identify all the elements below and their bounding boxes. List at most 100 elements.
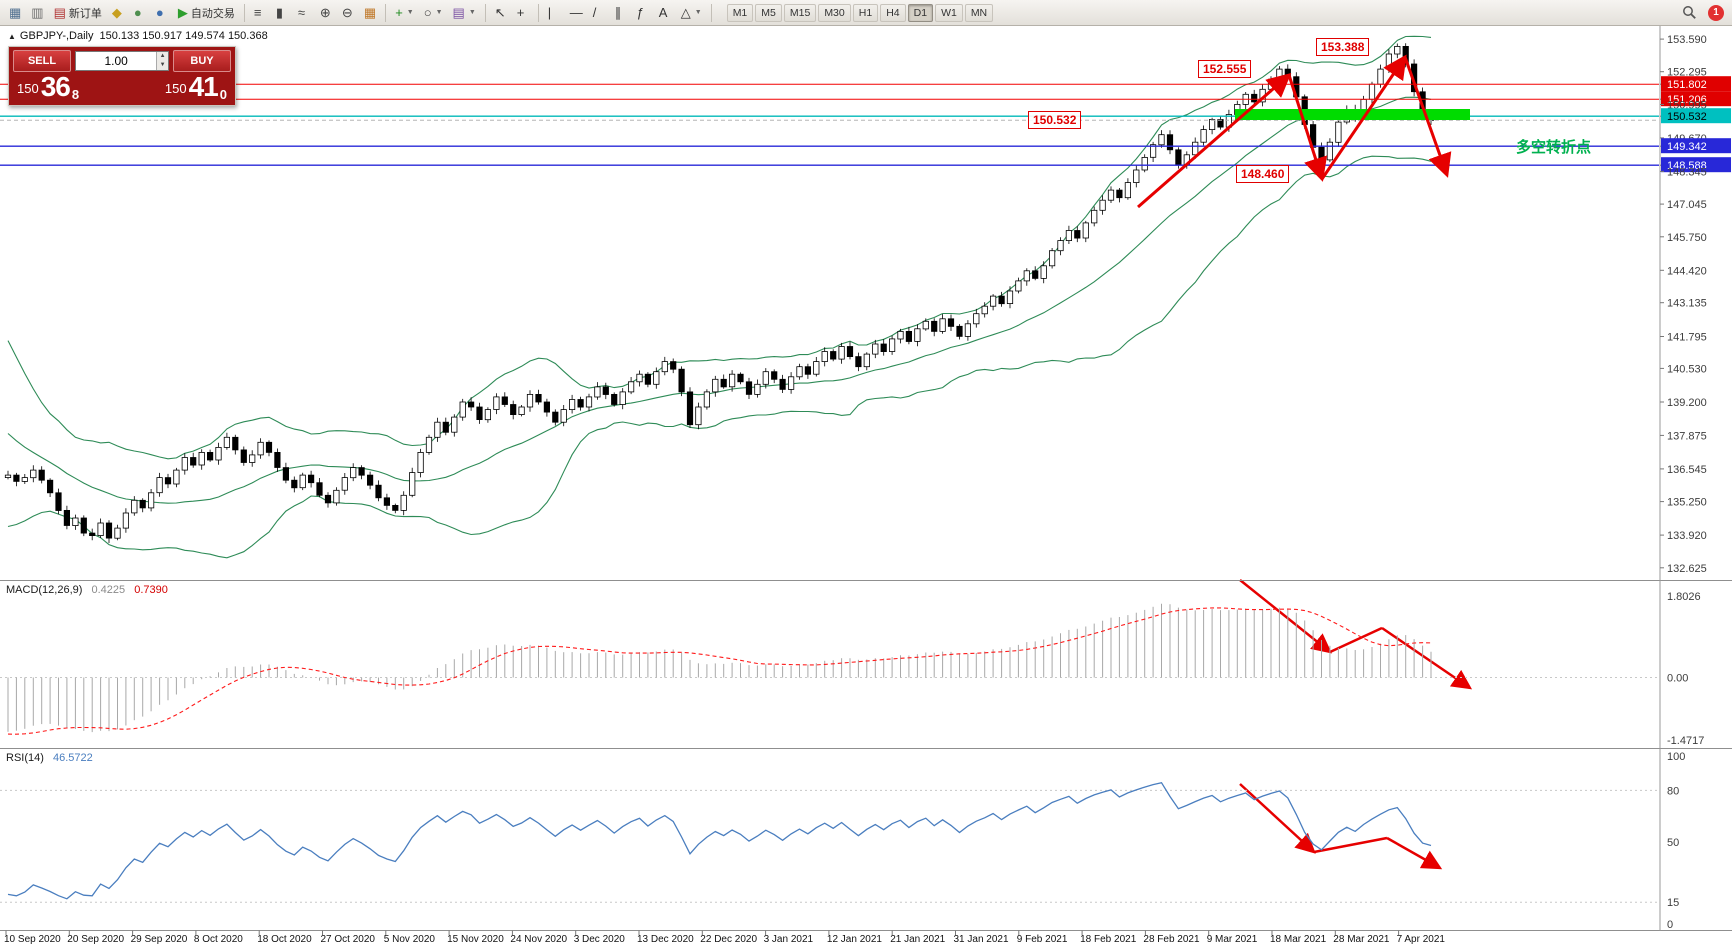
crosshair-button[interactable]: + <box>513 3 533 23</box>
date-axis-label: 3 Jan 2021 <box>763 934 814 945</box>
periods-dropdown-icon: ▼ <box>435 9 443 16</box>
bar-chart-icon: ≡ <box>253 5 262 20</box>
analyst-note-text[interactable]: 多空转折点 <box>1516 139 1592 156</box>
buy-button[interactable]: BUY <box>173 50 231 72</box>
date-axis-label: 13 Dec 2020 <box>637 934 694 945</box>
ask-pipette: 0 <box>219 87 227 102</box>
autotrading-label: 自动交易 <box>190 7 235 20</box>
sell-button[interactable]: SELL <box>13 50 71 72</box>
new-order-button[interactable]: ▤ 新订单 <box>50 3 106 23</box>
timeframe-m1[interactable]: M1 <box>726 3 754 22</box>
rsi-axis-label: 100 <box>1667 751 1685 763</box>
horizontal-level-lines[interactable] <box>0 83 1659 166</box>
rsi-panel <box>0 781 1659 903</box>
line-chart-button[interactable]: ≈ <box>294 3 314 23</box>
price-badge-label: 151.206 <box>1667 94 1707 106</box>
timeframe-h1[interactable]: H1 <box>852 3 879 22</box>
candlestick-chart-button[interactable]: ▮ <box>272 3 292 23</box>
price-annotation-flag[interactable]: 148.460 <box>1236 165 1290 183</box>
date-axis-label: 7 Apr 2021 <box>1396 934 1445 945</box>
rsi-axis-label: 0 <box>1667 919 1673 931</box>
macd-signal-line <box>7 607 1432 735</box>
date-axis-label: 15 Nov 2020 <box>447 934 504 945</box>
arrow-objects-button[interactable]: △ ▼ <box>677 3 706 23</box>
date-axis-label: 31 Jan 2021 <box>953 934 1009 945</box>
templates-icon: ▤ <box>452 5 465 20</box>
timeframe-m15[interactable]: M15 <box>783 3 817 22</box>
search-button[interactable] <box>1678 3 1701 23</box>
volume-up-icon[interactable]: ▲ <box>157 52 168 61</box>
timeframe-d1[interactable]: D1 <box>907 3 934 22</box>
timeframe-mn[interactable]: MN <box>964 3 994 22</box>
cursor-button[interactable]: ↖ <box>491 3 511 23</box>
collapse-arrow-icon[interactable]: ▲ <box>8 32 16 41</box>
trendline-button[interactable]: / <box>589 3 609 23</box>
volume-input[interactable] <box>76 52 157 70</box>
timeframe-w1[interactable]: W1 <box>935 3 963 22</box>
macd-axis-label: -1.4717 <box>1667 735 1704 747</box>
notification-badge[interactable]: 1 <box>1708 4 1724 21</box>
zoom-out-icon: ⊖ <box>341 5 353 20</box>
autotrading-button[interactable]: ▶ 自动交易 <box>174 3 239 23</box>
tile-windows-button[interactable]: ▦ <box>360 3 380 23</box>
zoom-out-button[interactable]: ⊖ <box>338 3 358 23</box>
indicators-button[interactable]: + ▼ <box>391 3 418 23</box>
timeframe-m30[interactable]: M30 <box>818 3 851 22</box>
profiles-button[interactable]: ▥ <box>27 3 47 23</box>
ask-price: 150 41 0 <box>165 73 227 102</box>
fibonacci-button[interactable]: ƒ <box>633 3 653 23</box>
trade-panel-controls: SELL ▲ ▼ BUY <box>9 47 235 74</box>
horizontal-line-icon: — <box>569 5 583 20</box>
equidistant-channel-button[interactable]: ∥ <box>611 3 631 23</box>
macd-panel <box>0 603 1659 735</box>
indicators-icon: + <box>395 5 403 20</box>
price-annotation-flag[interactable]: 150.532 <box>1028 111 1082 129</box>
green-zone-highlight[interactable] <box>1235 109 1470 120</box>
date-axis-label: 18 Oct 2020 <box>257 934 312 945</box>
periods-button[interactable]: ○ ▼ <box>420 3 447 23</box>
text-label-button[interactable]: A <box>655 3 675 23</box>
trend-arrows-rsi[interactable] <box>1239 783 1443 870</box>
bid-pips: 36 <box>40 71 71 102</box>
tile-windows-icon: ▦ <box>363 5 377 20</box>
metaeditor-icon: ◆ <box>111 5 122 20</box>
price-annotation-flag[interactable]: 153.388 <box>1316 38 1370 56</box>
price-tick: 141.795 <box>1667 332 1707 344</box>
price-badge-label: 149.342 <box>1667 141 1707 153</box>
timeframe-m5[interactable]: M5 <box>755 3 782 22</box>
periods-icon: ○ <box>423 5 432 20</box>
price-tick: 152.295 <box>1667 67 1707 79</box>
price-tick: 148.345 <box>1667 166 1707 178</box>
date-axis-label: 24 Nov 2020 <box>510 934 568 945</box>
community-button[interactable]: ● <box>152 3 172 23</box>
zoom-in-button[interactable]: ⊕ <box>316 3 336 23</box>
timeframe-h4[interactable]: H4 <box>880 3 906 22</box>
trend-arrows-main[interactable] <box>1137 54 1452 209</box>
price-annotation-flag[interactable]: 152.555 <box>1198 60 1252 78</box>
volume-down-icon[interactable]: ▼ <box>157 61 168 70</box>
toolbar-right: 1 <box>1677 3 1728 23</box>
price-tick: 136.545 <box>1667 464 1707 476</box>
vertical-line-button[interactable]: | <box>544 3 564 23</box>
date-axis-label: 29 Sep 2020 <box>130 934 188 945</box>
metaeditor-button[interactable]: ◆ <box>108 3 128 23</box>
bar-chart-button[interactable]: ≡ <box>250 3 270 23</box>
bid-big-figure: 150 <box>17 81 39 96</box>
templates-dropdown-icon: ▼ <box>468 9 476 16</box>
new-order-icon: ▤ <box>53 5 66 20</box>
date-axis-label: 28 Mar 2021 <box>1333 934 1390 945</box>
indicators-dropdown-icon: ▼ <box>406 9 414 16</box>
chart-header: ▲ GBPJPY-,Daily 150.133 150.917 149.574 15… <box>8 30 268 42</box>
rsi-value: 46.5722 <box>52 752 93 764</box>
price-badge-blue <box>1661 138 1731 154</box>
templates-button[interactable]: ▤ ▼ <box>449 3 480 23</box>
date-axis-label: 27 Oct 2020 <box>320 934 375 945</box>
date-axis-label: 21 Jan 2021 <box>890 934 946 945</box>
market-button[interactable]: ● <box>130 3 150 23</box>
horizontal-line-button[interactable]: — <box>566 3 587 23</box>
new-chart-button[interactable]: ▦ <box>5 3 25 23</box>
date-axis-label: 8 Oct 2020 <box>193 934 243 945</box>
price-tick: 132.625 <box>1667 563 1707 575</box>
